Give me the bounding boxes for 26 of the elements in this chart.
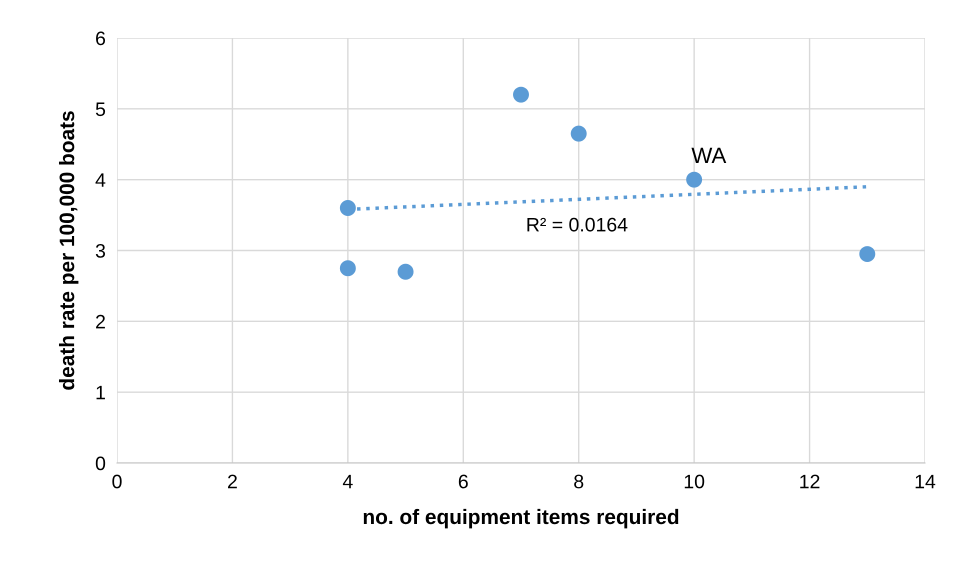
point [513, 86, 529, 103]
x-tick-label: 0 [112, 474, 122, 488]
y-tick-label: 0 [96, 456, 106, 470]
x-tick-label: 6 [458, 474, 468, 488]
x-tick-label: 10 [684, 474, 704, 488]
x-tick-label: 2 [228, 474, 237, 488]
y-axis-title: death rate per 100,000 boats [58, 111, 78, 390]
y-tick-label: 6 [96, 31, 106, 46]
x-tick-label: 4 [342, 474, 353, 488]
annotation: R² = 0.0164 [527, 218, 628, 232]
x-tick-label: 8 [574, 474, 584, 488]
point [686, 172, 702, 188]
point [398, 264, 414, 280]
point [340, 260, 356, 276]
point [340, 200, 356, 216]
y-tick-label: 3 [96, 244, 106, 258]
point [570, 126, 587, 142]
y-tick-label: 5 [96, 102, 106, 116]
y-tick-label: 2 [96, 314, 105, 328]
point [859, 246, 876, 262]
y-tick-label: 4 [96, 173, 106, 187]
x-tick-label: 12 [800, 474, 820, 488]
x-tick-label: 14 [916, 474, 936, 488]
y-tick-label: 1 [96, 386, 105, 400]
x-axis-title: no. of equipment items required [364, 508, 678, 528]
annotation: WA [691, 148, 726, 163]
